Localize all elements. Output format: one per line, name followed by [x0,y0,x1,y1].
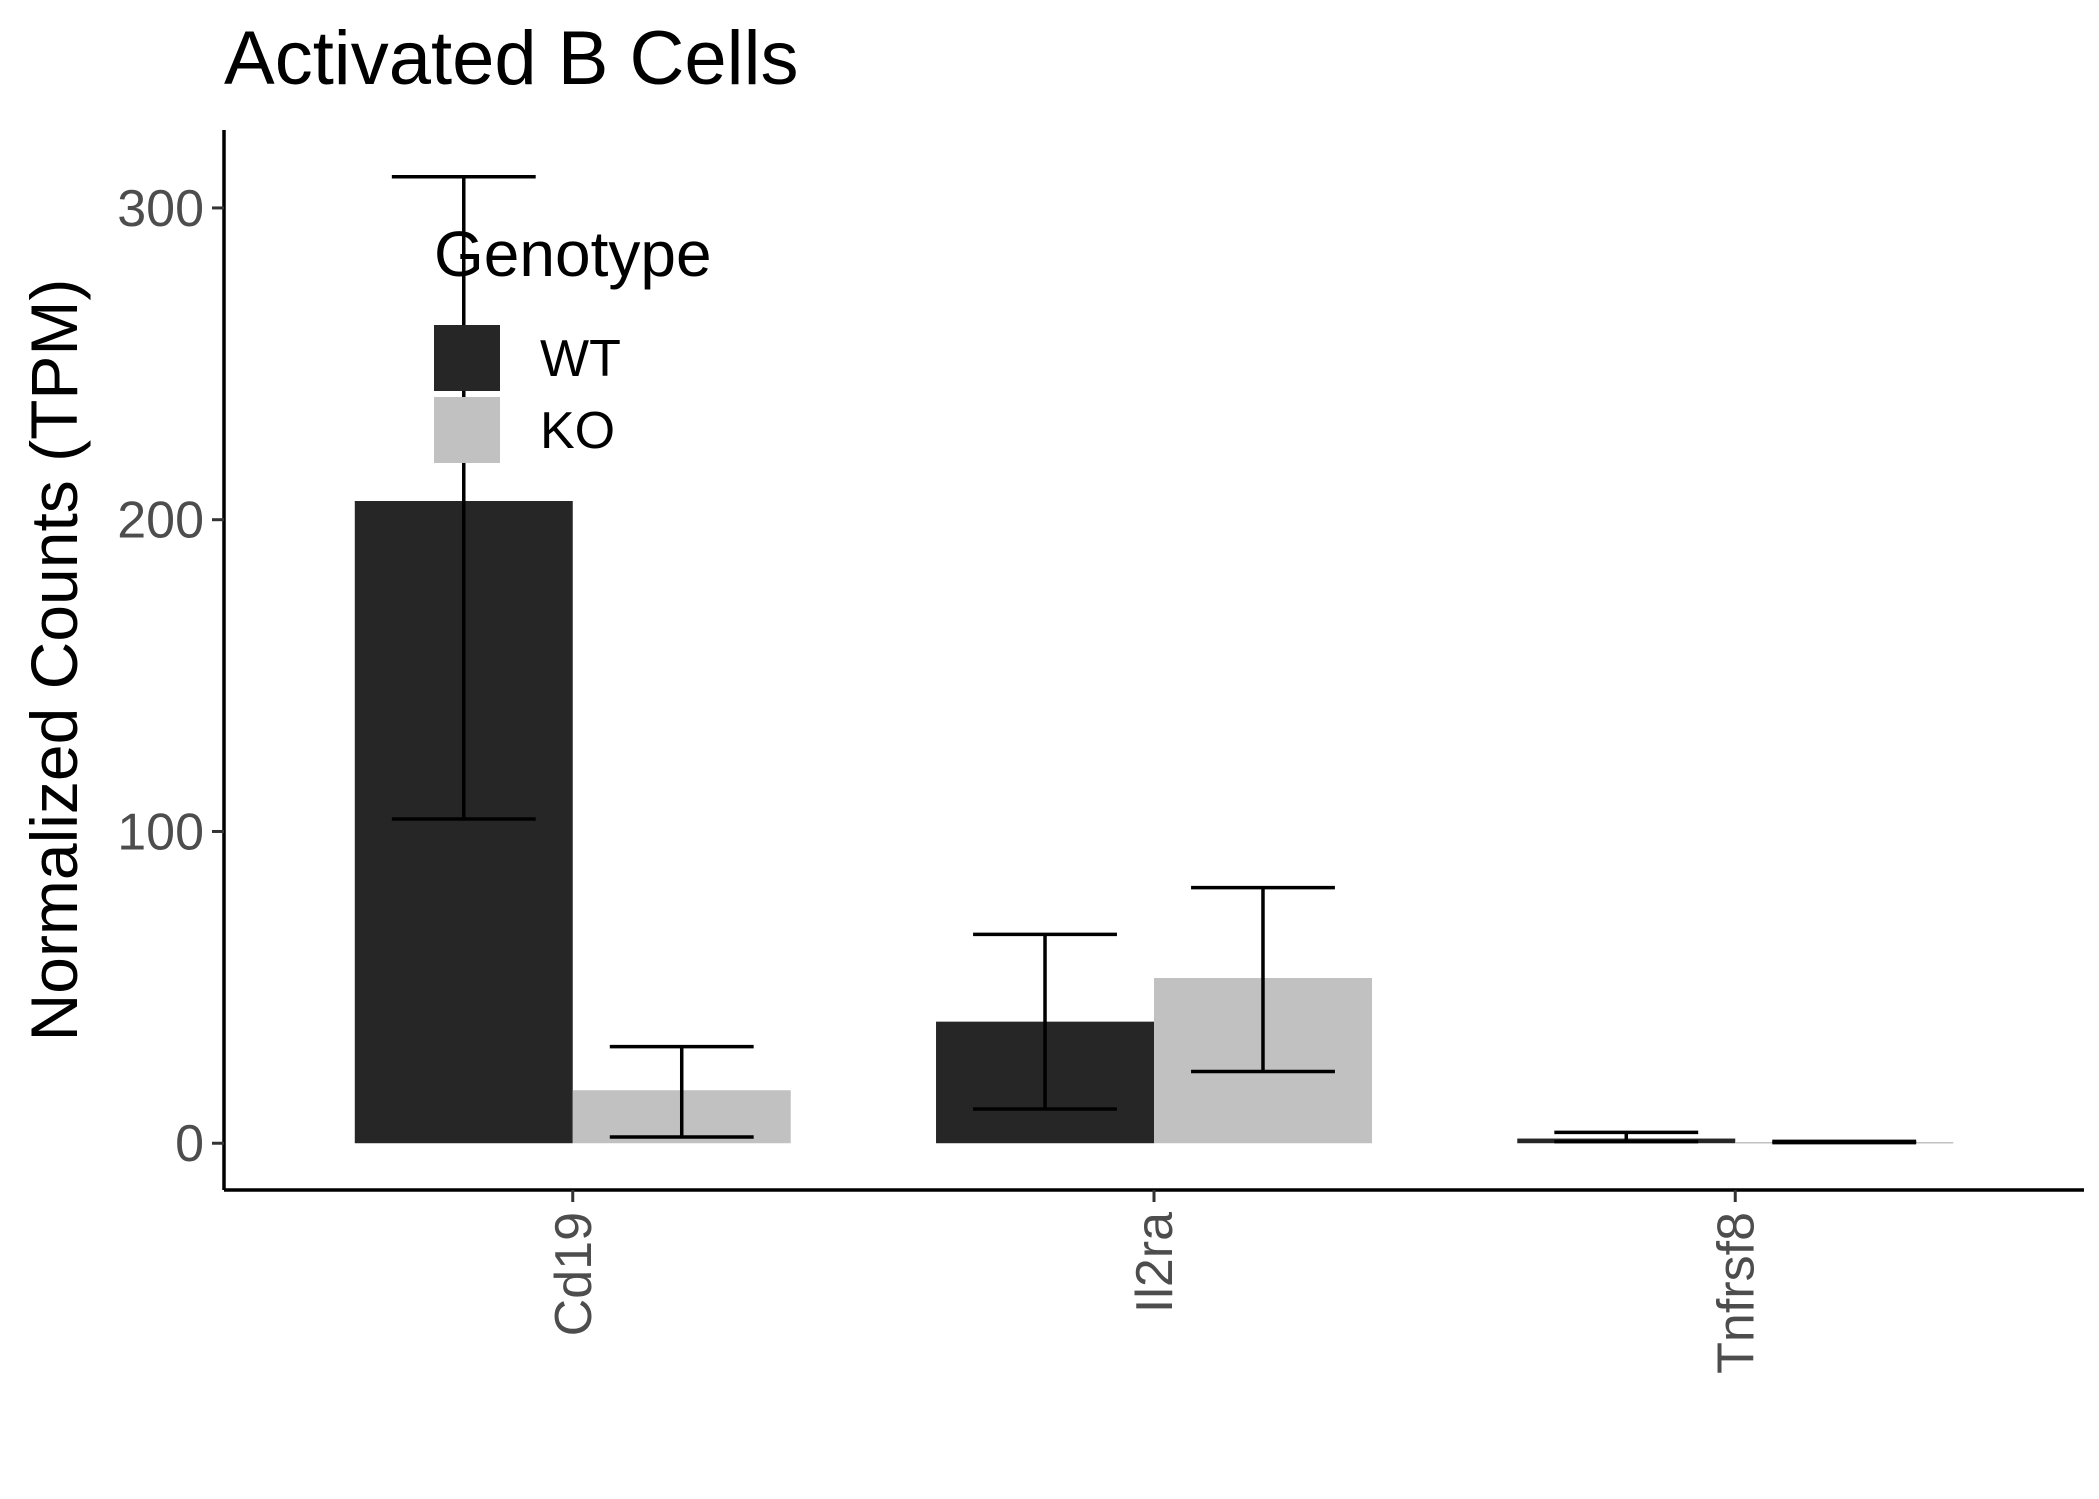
error-bar-ko-cd19 [609,1044,754,1139]
legend-swatch-wt [434,325,500,391]
error-bar-wt-cd19 [391,175,536,821]
error-bar-ko-tnfrsf8 [1772,1139,1917,1145]
legend-label-ko: KO [540,402,615,460]
legend-title: Genotype [434,218,712,290]
legend: Genotype WT KO [434,218,712,463]
legend-swatch-ko [434,397,500,463]
error-bar-ko-il2ra [1191,885,1335,1074]
axes: 0 100 200 300 Cd19 Il2ra Tnfrsf8 [117,130,2084,1374]
error-bar-wt-tnfrsf8 [1554,1130,1699,1144]
error-bar-wt-il2ra [973,932,1117,1111]
x-tick-label-il2ra: Il2ra [1126,1212,1184,1313]
y-tick-label: 300 [117,180,204,238]
x-tick-label-cd19: Cd19 [545,1212,603,1336]
y-tick-label: 100 [117,803,204,861]
y-tick-label: 200 [117,492,204,550]
chart-title: Activated B Cells [224,16,798,101]
plot-area [354,175,1954,1145]
y-tick-label: 0 [175,1115,204,1173]
legend-label-wt: WT [540,330,621,388]
y-axis-title: Normalized Counts (TPM) [17,279,91,1042]
x-tick-label-tnfrsf8: Tnfrsf8 [1707,1212,1765,1374]
